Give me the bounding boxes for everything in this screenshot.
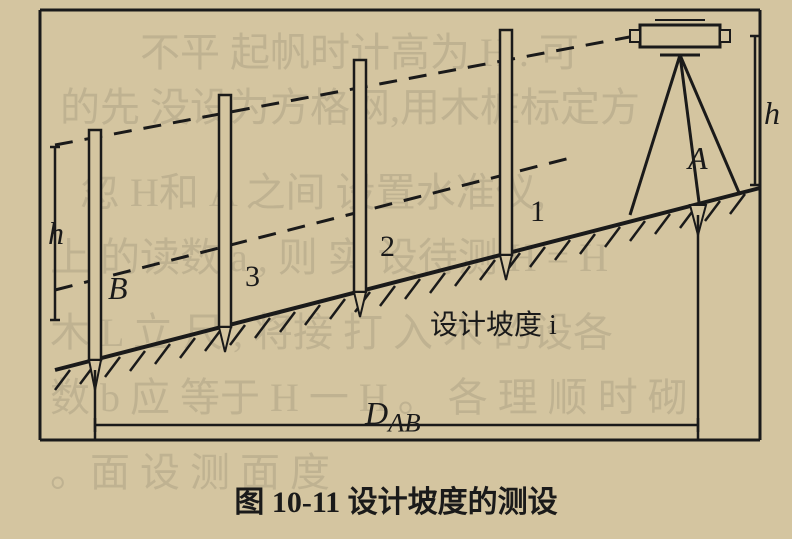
survey-instrument-icon xyxy=(630,20,740,235)
label-3: 3 xyxy=(245,260,260,294)
label-h-right: h xyxy=(764,95,780,132)
label-A: A xyxy=(688,140,708,177)
label-B: B xyxy=(108,270,128,307)
label-DAB: DAB xyxy=(365,395,421,438)
label-h-left: h xyxy=(48,215,64,252)
diagram-canvas: 不平 起帆时计高为 H . 可 的先 没设为方格网,用木桩标定方 忽 H和 A … xyxy=(0,0,792,539)
label-1: 1 xyxy=(530,195,545,229)
label-slope: 设计坡度 i xyxy=(430,303,557,343)
label-2: 2 xyxy=(380,230,395,264)
figure-caption: 图 10-11 设计坡度的测设 xyxy=(0,477,792,521)
